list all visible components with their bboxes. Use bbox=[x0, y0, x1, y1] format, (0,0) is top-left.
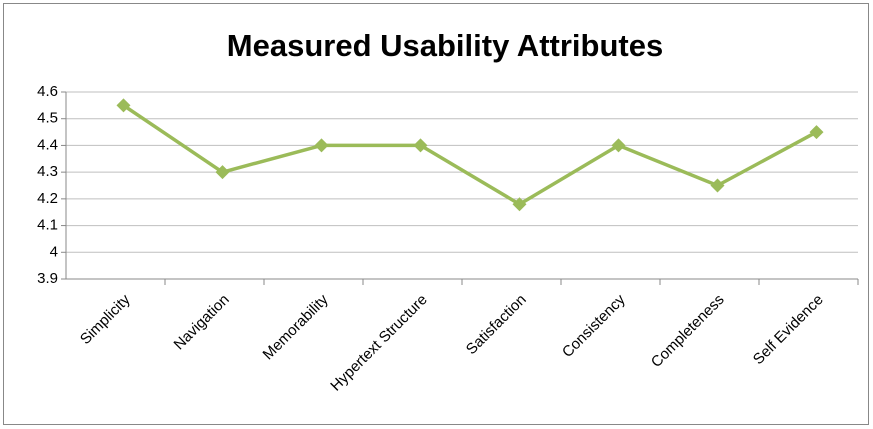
y-tick-label: 3.9 bbox=[37, 270, 58, 287]
marker bbox=[512, 197, 527, 212]
marker bbox=[314, 138, 329, 153]
marker bbox=[413, 138, 428, 153]
y-tick-label: 4.1 bbox=[37, 217, 58, 234]
marker bbox=[809, 125, 824, 140]
y-tick-label: 4.5 bbox=[37, 110, 58, 127]
y-tick-label: 4.2 bbox=[37, 190, 58, 207]
marker bbox=[116, 98, 131, 113]
y-tick-label: 4 bbox=[50, 243, 58, 260]
y-tick-label: 4.3 bbox=[37, 163, 58, 180]
marker bbox=[710, 178, 725, 193]
y-tick-label: 4.6 bbox=[37, 83, 58, 100]
marker bbox=[611, 138, 626, 153]
y-tick-label: 4.4 bbox=[37, 136, 58, 153]
line bbox=[122, 103, 818, 206]
marker bbox=[215, 165, 230, 180]
chart-title: Measured Usability Attributes bbox=[227, 28, 663, 63]
chart-frame bbox=[3, 3, 869, 425]
